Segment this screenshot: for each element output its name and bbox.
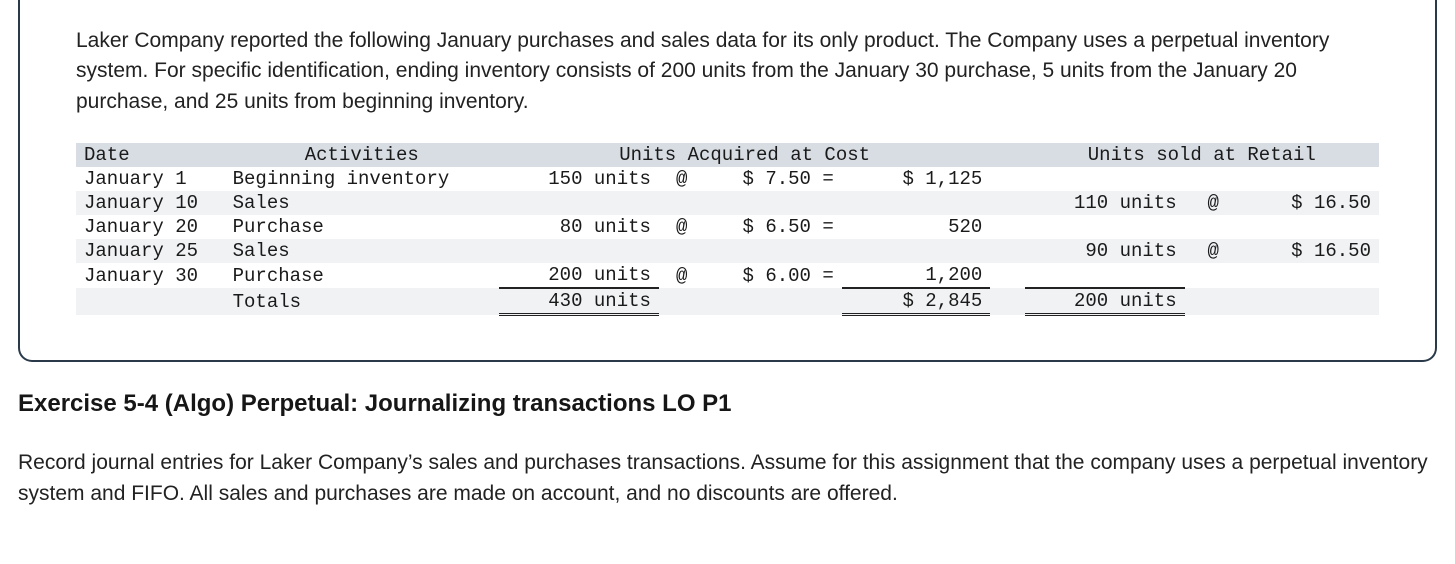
cell-sold-units: 110 units bbox=[1025, 191, 1185, 215]
cell-acq-price: $ 6.50 = bbox=[705, 215, 842, 239]
cell-sold-at bbox=[1185, 215, 1242, 239]
cell-sold-price bbox=[1242, 215, 1379, 239]
cell-activity: Sales bbox=[225, 191, 499, 215]
cell-acq-total: $ 1,125 bbox=[842, 167, 991, 191]
intro-paragraph: Laker Company reported the following Jan… bbox=[76, 26, 1379, 117]
col-header-sold: Units sold at Retail bbox=[1025, 143, 1379, 167]
cell-sold-units bbox=[1025, 263, 1185, 288]
cell-date: January 1 bbox=[76, 167, 225, 191]
cell-date: January 30 bbox=[76, 263, 225, 288]
exercise-title: Exercise 5-4 (Algo) Perpetual: Journaliz… bbox=[18, 390, 1437, 418]
col-header-activities: Activities bbox=[225, 143, 499, 167]
cell-date: January 25 bbox=[76, 239, 225, 263]
cell-acq-price: $ 7.50 = bbox=[705, 167, 842, 191]
cell-acq-units: 80 units bbox=[499, 215, 659, 239]
cell-sold-units bbox=[1025, 215, 1185, 239]
cell-acq-at: @ bbox=[659, 167, 705, 191]
cell-acq-at bbox=[659, 191, 705, 215]
col-header-date: Date bbox=[76, 143, 225, 167]
cell-acq-total: 1,200 bbox=[842, 263, 991, 288]
cell-acq-total bbox=[842, 191, 991, 215]
cell-activity: Purchase bbox=[225, 263, 499, 288]
cell-acq-units: 200 units bbox=[499, 263, 659, 288]
totals-label: Totals bbox=[225, 288, 499, 315]
cell-sold-price: $ 16.50 bbox=[1242, 239, 1379, 263]
cell-sold-at: @ bbox=[1185, 191, 1242, 215]
totals-acq-units: 430 units bbox=[499, 288, 659, 315]
cell-sold-at: @ bbox=[1185, 239, 1242, 263]
cell-sold-at bbox=[1185, 167, 1242, 191]
question-container: Laker Company reported the following Jan… bbox=[18, 0, 1437, 362]
cell-activity: Beginning inventory bbox=[225, 167, 499, 191]
cell-acq-price bbox=[705, 191, 842, 215]
cell-acq-units: 150 units bbox=[499, 167, 659, 191]
instructions-paragraph: Record journal entries for Laker Company… bbox=[18, 448, 1437, 509]
cell-acq-units bbox=[499, 191, 659, 215]
cell-acq-at: @ bbox=[659, 215, 705, 239]
cell-acq-at bbox=[659, 239, 705, 263]
cell-activity: Sales bbox=[225, 239, 499, 263]
cell-sold-at bbox=[1185, 263, 1242, 288]
cell-acq-at: @ bbox=[659, 263, 705, 288]
cell-acq-price bbox=[705, 239, 842, 263]
cell-acq-total bbox=[842, 239, 991, 263]
cell-acq-units bbox=[499, 239, 659, 263]
totals-sold-units: 200 units bbox=[1025, 288, 1185, 315]
cell-sold-price bbox=[1242, 167, 1379, 191]
col-header-acquired: Units Acquired at Cost bbox=[499, 143, 990, 167]
cell-sold-price: $ 16.50 bbox=[1242, 191, 1379, 215]
cell-activity: Purchase bbox=[225, 215, 499, 239]
cell-sold-price bbox=[1242, 263, 1379, 288]
totals-acq-total: $ 2,845 bbox=[842, 288, 991, 315]
cell-sold-units: 90 units bbox=[1025, 239, 1185, 263]
cell-acq-total: 520 bbox=[842, 215, 991, 239]
inventory-table: Date Activities Units Acquired at Cost U… bbox=[76, 143, 1379, 316]
cell-sold-units bbox=[1025, 167, 1185, 191]
cell-date: January 20 bbox=[76, 215, 225, 239]
cell-date: January 10 bbox=[76, 191, 225, 215]
cell-acq-price: $ 6.00 = bbox=[705, 263, 842, 288]
